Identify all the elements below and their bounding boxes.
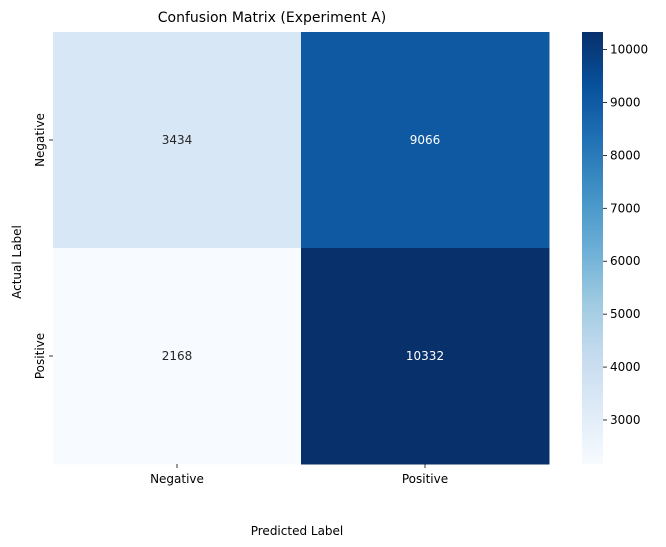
cell-value-label: 3434 (162, 133, 193, 147)
colorbar-tick-label: 7000 (610, 201, 641, 215)
colorbar-tick-label: 3000 (610, 413, 641, 427)
colorbar-tick-label: 5000 (610, 307, 641, 321)
x-tick-label: Negative (150, 472, 204, 486)
cell-value-label: 9066 (410, 133, 441, 147)
colorbar-tick-label: 6000 (610, 254, 641, 268)
cell-annotations: 3434 9066 2168 10332 (162, 133, 444, 363)
colorbar (582, 32, 603, 464)
heatmap-cell (301, 248, 550, 465)
x-axis-ticks: Negative Positive (150, 464, 448, 486)
x-tick-label: Positive (402, 472, 448, 486)
y-tick-label: Positive (33, 333, 47, 379)
heatmap-grid (53, 32, 550, 465)
colorbar-tick-label: 8000 (610, 148, 641, 162)
colorbar-tick-label: 9000 (610, 95, 641, 109)
colorbar-tick-label: 10000 (610, 43, 648, 57)
y-axis-label: Actual Label (10, 225, 24, 299)
colorbar-tick-label: 4000 (610, 360, 641, 374)
y-tick-label: Negative (33, 113, 47, 167)
heatmap-cell (53, 248, 302, 465)
x-axis-label: Predicted Label (251, 524, 344, 538)
cell-value-label: 2168 (162, 349, 193, 363)
heatmap-cell (53, 32, 302, 249)
chart-title: Confusion Matrix (Experiment A) (158, 10, 386, 26)
heatmap-cell (301, 32, 550, 249)
colorbar-ticks: 3000 4000 5000 6000 7000 8000 9000 10000 (603, 43, 648, 427)
cell-value-label: 10332 (406, 349, 444, 363)
y-axis-ticks: Negative Positive (33, 113, 53, 379)
